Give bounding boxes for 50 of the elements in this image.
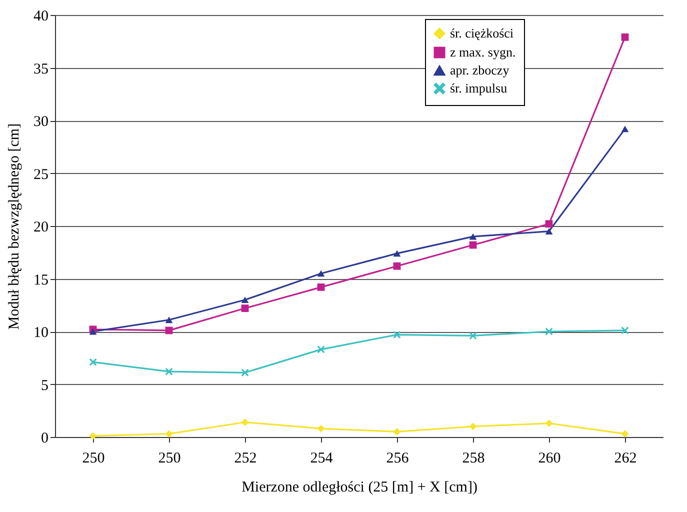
x-tick-label: 252 <box>234 450 257 466</box>
point <box>393 330 401 338</box>
legend-label: śr. impulsu <box>450 80 508 96</box>
point <box>317 424 325 432</box>
point <box>317 283 325 291</box>
point <box>241 304 249 312</box>
y-axis-title: Moduł błędu bezwzględnego [cm] <box>6 123 22 330</box>
point <box>89 358 97 366</box>
x-tick-label: 250 <box>158 450 181 466</box>
y-tick-label: 10 <box>34 325 48 341</box>
point <box>621 33 629 41</box>
point <box>621 126 629 132</box>
point <box>469 332 477 340</box>
point <box>317 346 325 354</box>
point <box>545 228 553 234</box>
point <box>545 328 553 336</box>
point <box>621 326 629 334</box>
x-axis-title: Mierzone odległości (25 [m] + X [cm]) <box>242 480 478 496</box>
y-tick-label: 20 <box>34 220 48 236</box>
x-tick-label: 262 <box>614 450 637 466</box>
point <box>469 233 477 240</box>
legend-label: śr. ciężkości <box>450 26 514 40</box>
point <box>89 328 97 335</box>
y-tick-label: 40 <box>34 8 48 24</box>
y-tick-label: 30 <box>34 114 48 130</box>
point <box>165 368 173 376</box>
point <box>241 368 249 376</box>
point <box>393 262 401 270</box>
legend-label: z max. sygn. <box>450 44 516 60</box>
point <box>469 422 477 430</box>
point <box>241 296 249 304</box>
x-tick-label: 258 <box>462 450 485 466</box>
point <box>317 270 325 277</box>
y-tick-label: 35 <box>34 61 48 78</box>
y-tick-label: 5 <box>41 378 48 394</box>
x-tick-label: 254 <box>310 450 334 466</box>
point <box>165 430 173 438</box>
y-tick-label: 15 <box>34 272 48 288</box>
y-tick-label: 0 <box>41 430 48 446</box>
point <box>621 430 629 438</box>
x-tick-label: 260 <box>538 450 561 466</box>
point <box>165 316 173 324</box>
point <box>393 250 401 257</box>
y-tick-label: 25 <box>34 166 48 183</box>
point <box>165 326 173 334</box>
point <box>545 220 553 228</box>
x-tick-label: 256 <box>386 450 410 466</box>
x-tick-label: 250 <box>82 450 105 466</box>
point <box>89 432 97 440</box>
legend-label: apr. zboczy <box>450 62 510 78</box>
